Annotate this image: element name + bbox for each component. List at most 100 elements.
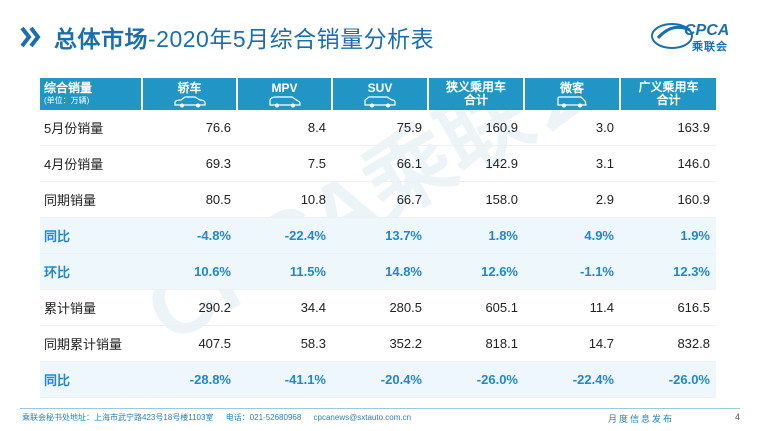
column-label: 广义乘用车 合计	[621, 78, 716, 107]
table-cell: 146.0	[620, 145, 716, 182]
table-cell: 2.9	[524, 181, 620, 218]
row-label: 同期销量	[40, 181, 142, 218]
row-label: 同比	[40, 217, 142, 254]
table-cell: -4.8%	[142, 217, 237, 254]
table-row: 同期销量 80.5 10.8 66.7 158.0 2.9 160.9	[40, 181, 716, 218]
sedan-icon	[173, 96, 206, 108]
table-cell: 10.8	[237, 181, 332, 218]
column-label: 狭义乘用车 合计	[429, 78, 523, 107]
suv-icon	[364, 96, 396, 108]
title-bar: 总体市场-2020年5月综合销量分析表	[20, 22, 434, 52]
table-cell: 163.9	[620, 110, 716, 146]
double-chevron-icon	[20, 24, 46, 50]
footer-phone: 电话：021-52680968	[225, 413, 302, 422]
table-row-highlight: 环比 10.6% 11.5% 14.8% 12.6% -1.1% 12.3%	[40, 253, 716, 290]
row-label: 同比	[40, 361, 142, 398]
footer-address: 乘联会秘书处地址：上海市武宁路423号18号楼1103室	[22, 413, 214, 422]
table-cell: 14.8%	[332, 253, 428, 290]
column-header-broad-total: 广义乘用车 合计	[620, 78, 716, 110]
table-cell: -20.4%	[332, 361, 428, 398]
title-bold: 总体市场	[54, 26, 148, 52]
column-label-line1: 广义乘用车	[638, 80, 699, 94]
table-cell: 76.6	[142, 110, 237, 146]
table-cell: 142.9	[428, 145, 524, 182]
corner-label: 综合销量	[44, 81, 93, 95]
logo-text: CPCA	[684, 22, 729, 39]
column-label: 轿车	[177, 81, 202, 95]
table-cell: 605.1	[428, 289, 524, 326]
column-label-line2: 合计	[656, 93, 681, 107]
table-cell: 69.3	[142, 145, 237, 182]
table-cell: 1.9%	[620, 217, 716, 254]
table-cell: -28.8%	[142, 361, 237, 398]
table-cell: -1.1%	[524, 253, 620, 290]
table-cell: -26.0%	[428, 361, 524, 398]
footer-info: 乘联会秘书处地址：上海市武宁路423号18号楼1103室 电话：021-5268…	[22, 412, 421, 423]
table-cell: 1.8%	[428, 217, 524, 254]
table-cell: 4.9%	[524, 217, 620, 254]
table-cell: -22.4%	[237, 217, 332, 254]
table-cell: 12.3%	[620, 253, 716, 290]
corner-header: 综合销量 (单位：万辆)	[40, 78, 143, 110]
row-label: 累计销量	[40, 289, 142, 326]
table-cell: 616.5	[620, 289, 716, 326]
table-cell: 11.4	[524, 289, 620, 326]
table-row: 同期累计销量 407.5 58.3 352.2 818.1 14.7 832.8	[40, 325, 716, 362]
table-cell: -26.0%	[620, 361, 716, 398]
table-cell: 818.1	[428, 325, 524, 362]
table-row-highlight: 同比 -4.8% -22.4% 13.7% 1.8% 4.9% 1.9%	[40, 217, 716, 254]
column-label: SUV	[367, 81, 393, 95]
table-cell: -41.1%	[237, 361, 332, 398]
table-cell: 58.3	[237, 325, 332, 362]
table-cell: 80.5	[142, 181, 237, 218]
table-row: 5月份销量 76.6 8.4 75.9 160.9 3.0 163.9	[40, 110, 716, 146]
page-title: 总体市场-2020年5月综合销量分析表	[54, 20, 434, 54]
row-label: 5月份销量	[40, 110, 142, 146]
sales-table: 综合销量 (单位：万辆) 轿车 MPV	[40, 78, 716, 398]
column-header-minibus: 微客	[524, 78, 621, 110]
title-rest: -2020年5月综合销量分析表	[148, 26, 435, 52]
corner-unit: (单位：万辆)	[44, 96, 90, 105]
mpv-icon	[268, 96, 301, 108]
table-cell: 290.2	[142, 289, 237, 326]
table-cell: 352.2	[332, 325, 428, 362]
column-header-suv: SUV	[332, 78, 429, 110]
column-label-line1: 狭义乘用车	[445, 80, 506, 94]
table-cell: 13.7%	[332, 217, 428, 254]
table-cell: 8.4	[237, 110, 332, 146]
table-cell: 158.0	[428, 181, 524, 218]
cpca-logo: CPCA 乘联会	[650, 16, 746, 56]
table-cell: 160.9	[428, 110, 524, 146]
table-cell: 66.1	[332, 145, 428, 182]
table-row: 累计销量 290.2 34.4 280.5 605.1 11.4 616.5	[40, 289, 716, 326]
page-number: 4	[734, 412, 740, 422]
table-cell: -22.4%	[524, 361, 620, 398]
table-cell: 160.9	[620, 181, 716, 218]
table-cell: 407.5	[142, 325, 237, 362]
column-label-line2: 合计	[463, 93, 488, 107]
row-label: 同期累计销量	[40, 325, 142, 362]
table-cell: 3.0	[524, 110, 620, 146]
footer-divider	[20, 408, 740, 409]
row-label: 环比	[40, 253, 142, 290]
table-cell: 832.8	[620, 325, 716, 362]
column-header-narrow-total: 狭义乘用车 合计	[428, 78, 525, 110]
monthly-release-label: 月度信息发布	[608, 415, 675, 425]
table-cell: 3.1	[524, 145, 620, 182]
table-row: 4月份销量 69.3 7.5 66.1 142.9 3.1 146.0	[40, 145, 716, 182]
table-cell: 14.7	[524, 325, 620, 362]
minibus-icon	[557, 96, 587, 108]
column-label: MPV	[271, 81, 298, 95]
logo-name: 乘联会	[692, 41, 728, 53]
table-cell: 10.6%	[142, 253, 237, 290]
footer-email: cpcanews@sxtauto.com.cn	[313, 413, 412, 422]
table-row-highlight: 同比 -28.8% -41.1% -20.4% -26.0% -22.4% -2…	[40, 361, 716, 398]
column-header-mpv: MPV	[237, 78, 333, 110]
column-header-sedan: 轿车	[142, 78, 238, 110]
table-cell: 280.5	[332, 289, 428, 326]
table-cell: 12.6%	[428, 253, 524, 290]
table-cell: 11.5%	[237, 253, 332, 290]
column-label: 微客	[559, 81, 584, 95]
table-header-row: 综合销量 (单位：万辆) 轿车 MPV	[40, 78, 716, 110]
